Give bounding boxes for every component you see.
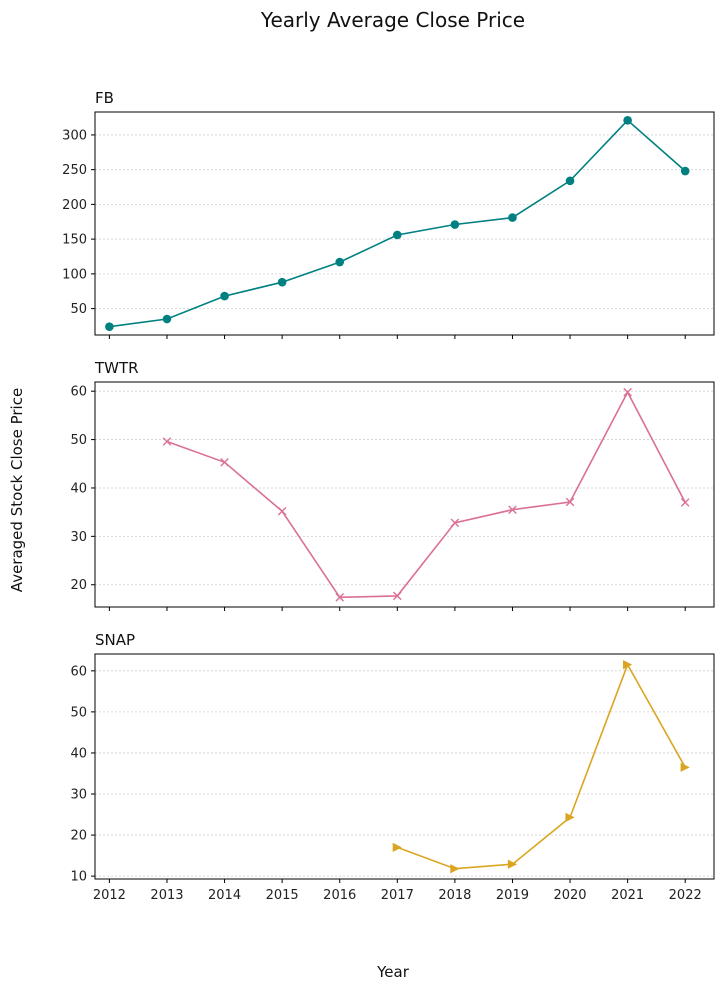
twtr-plot-frame xyxy=(94,381,715,608)
snap-y-tick-label: 60 xyxy=(70,664,87,679)
twtr-point xyxy=(335,593,345,602)
fb-panel: 50 100 150 200 250 300 FB xyxy=(62,89,715,339)
snap-y-tick-label: 10 xyxy=(70,870,87,885)
x-axis-label: Year xyxy=(376,963,410,981)
twtr-panel: 20 30 40 50 60 TWTR xyxy=(70,359,715,611)
x-tick-label: 2018 xyxy=(438,888,471,903)
fb-y-tick-label: 300 xyxy=(62,128,87,143)
snap-series-line xyxy=(397,662,686,870)
twtr-panel-title: TWTR xyxy=(94,359,139,377)
fb-y-tick-label: 150 xyxy=(62,233,87,248)
twtr-series-line xyxy=(166,390,686,599)
snap-point xyxy=(507,859,518,869)
fb-y-tick-label: 200 xyxy=(62,198,87,213)
fb-plot-frame xyxy=(94,111,715,336)
fb-point xyxy=(162,314,172,324)
fb-y-tick-label: 100 xyxy=(62,267,87,282)
twtr-point xyxy=(450,518,460,528)
snap-point xyxy=(680,762,690,772)
snap-y-tick-label: 20 xyxy=(70,829,87,844)
snap-point xyxy=(450,864,460,874)
twtr-point xyxy=(220,458,229,467)
x-tick-label: 2012 xyxy=(93,888,126,903)
fb-point xyxy=(680,166,690,176)
snap-y-tick-label: 50 xyxy=(70,705,87,720)
twtr-y-tick-label: 40 xyxy=(70,481,87,496)
fb-point xyxy=(335,257,345,267)
twtr-y-tick-label: 30 xyxy=(70,530,87,545)
snap-panel-title: SNAP xyxy=(95,631,135,649)
snap-point xyxy=(565,812,575,823)
fb-point xyxy=(450,220,460,229)
y-axis-label: Averaged Stock Close Price xyxy=(8,388,26,592)
twtr-point xyxy=(680,498,690,507)
x-tick-label: 2021 xyxy=(611,888,644,903)
figure-title: Yearly Average Close Price xyxy=(260,8,525,32)
twtr-point xyxy=(508,505,517,515)
snap-panel: 10 20 30 40 50 60 2012 2013 2014 2015 2016 2017 2018… xyxy=(70,631,715,903)
fb-y-tick-label: 250 xyxy=(62,163,87,178)
snap-plot-frame xyxy=(94,653,715,880)
twtr-point xyxy=(565,497,575,507)
snap-point xyxy=(392,842,402,852)
twtr-point xyxy=(277,506,287,516)
snap-y-tick-label: 40 xyxy=(70,746,87,761)
fb-point xyxy=(105,322,114,331)
x-tick-label: 2013 xyxy=(150,888,183,903)
twtr-y-tick-label: 50 xyxy=(70,433,87,448)
x-tick-label: 2017 xyxy=(381,888,414,903)
fb-point xyxy=(220,291,229,301)
fb-point xyxy=(393,230,402,240)
fb-y-tick-label: 50 xyxy=(70,302,87,317)
snap-y-tick-label: 30 xyxy=(70,788,87,803)
x-tick-label: 2014 xyxy=(208,888,241,903)
x-tick-label: 2022 xyxy=(669,888,702,903)
chart-panels: 50 100 150 200 250 300 FB 20 30 40 50 60 TWTR 10 20 30 4… xyxy=(62,89,715,903)
x-tick-label: 2019 xyxy=(496,888,529,903)
x-tick-label: 2015 xyxy=(266,888,299,903)
fb-series-line xyxy=(109,119,686,328)
twtr-point xyxy=(393,591,402,601)
fb-point xyxy=(565,176,575,186)
fb-point xyxy=(623,116,632,125)
twtr-point xyxy=(162,437,172,446)
fb-point xyxy=(277,277,287,287)
fb-panel-title: FB xyxy=(95,89,114,107)
x-tick-label: 2020 xyxy=(553,888,586,903)
snap-point xyxy=(623,660,633,670)
twtr-point xyxy=(623,387,632,397)
twtr-y-tick-label: 20 xyxy=(70,578,87,593)
twtr-y-tick-label: 60 xyxy=(70,385,87,400)
fb-point xyxy=(508,213,517,222)
x-tick-label: 2016 xyxy=(323,888,356,903)
